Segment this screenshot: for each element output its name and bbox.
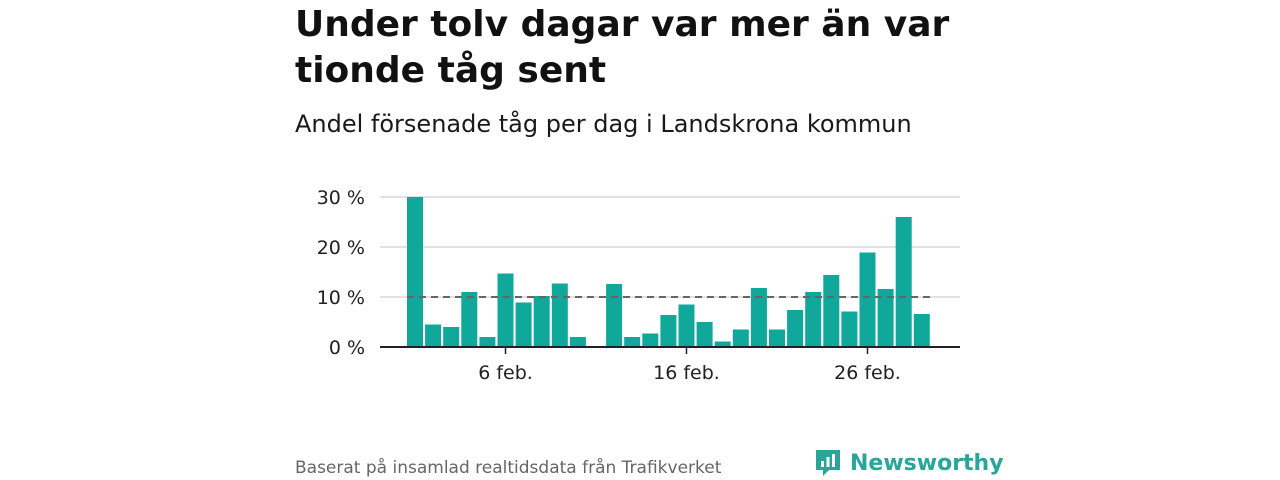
bar	[624, 337, 641, 347]
bar	[787, 310, 804, 347]
bars	[407, 197, 930, 347]
bar	[714, 341, 731, 347]
bar-chart: 0 % 10 % 20 % 30 % 6 feb. 16 feb. 26 feb.	[317, 187, 960, 384]
bar	[533, 296, 550, 347]
bar	[696, 322, 713, 347]
bar	[732, 329, 749, 347]
bar	[443, 327, 460, 347]
newsworthy-logo-icon	[816, 450, 840, 476]
y-tick-label: 10 %	[317, 287, 365, 309]
bar	[407, 197, 423, 347]
bar	[425, 324, 442, 347]
bar	[913, 314, 930, 347]
x-tick-label: 6 feb.	[478, 362, 533, 384]
bar	[877, 289, 894, 347]
bar	[859, 252, 876, 347]
bar	[515, 302, 532, 347]
bar	[461, 292, 478, 347]
bar	[841, 311, 858, 347]
bar	[678, 304, 695, 347]
bar	[805, 292, 822, 347]
bar	[750, 288, 767, 347]
bar	[606, 284, 623, 347]
x-tick-label: 16 feb.	[653, 362, 720, 384]
chart-subtitle: Andel försenade tåg per dag i Landskrona…	[295, 110, 912, 138]
brand-logo: Newsworthy	[814, 446, 1004, 480]
y-tick-label: 20 %	[317, 237, 365, 259]
bar	[551, 283, 568, 347]
bar	[569, 337, 586, 347]
y-tick-label: 30 %	[317, 187, 365, 209]
brand-name: Newsworthy	[850, 450, 1004, 476]
bar	[660, 315, 677, 347]
x-tick-label: 26 feb.	[834, 362, 901, 384]
bar	[479, 337, 496, 347]
tick-labels: 0 % 10 % 20 % 30 % 6 feb. 16 feb. 26 feb.	[317, 187, 901, 384]
y-tick-label: 0 %	[329, 337, 365, 359]
chart-title: Under tolv dagar var mer än var tionde t…	[295, 4, 950, 91]
bar	[769, 329, 785, 347]
axes	[380, 346, 960, 354]
bar	[895, 217, 912, 347]
bar	[823, 275, 840, 347]
bar	[642, 333, 659, 347]
source-note: Baserat på insamlad realtidsdata från Tr…	[295, 458, 722, 478]
bar	[497, 273, 514, 347]
